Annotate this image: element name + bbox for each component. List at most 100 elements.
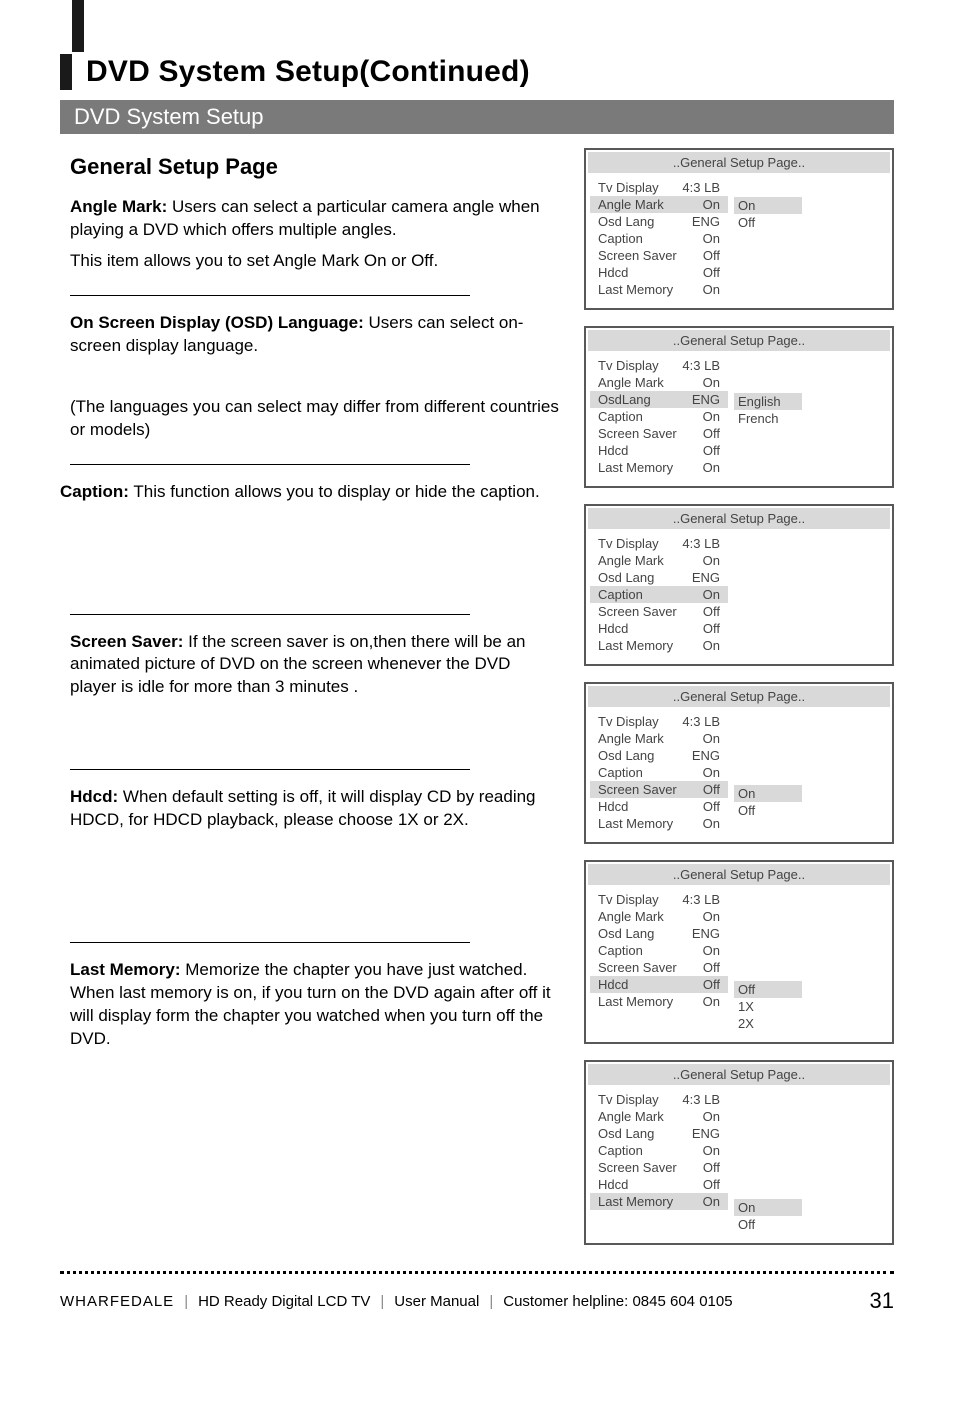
hdcd-para: Hdcd: When default setting is off, it wi…	[70, 786, 560, 832]
menu-option-2x[interactable]: 2X	[734, 1015, 802, 1032]
menu-option-on[interactable]: On	[734, 1199, 802, 1216]
divider	[70, 464, 470, 465]
menu-row-hdcd[interactable]: HdcdOff	[594, 620, 724, 637]
menu-option-on[interactable]: On	[734, 785, 802, 802]
menu-option-english[interactable]: English	[734, 393, 802, 410]
last-memory-para: Last Memory: Memorize the chapter you ha…	[70, 959, 560, 1051]
menu-row-tv-display[interactable]: Tv Display4:3 LB	[594, 357, 724, 374]
menu-row-caption[interactable]: CaptionOn	[594, 764, 724, 781]
caption-para: Caption: This function allows you to dis…	[60, 481, 560, 504]
menu-row-osd-lang[interactable]: Osd LangENG	[594, 1125, 724, 1142]
caption-body: This function allows you to display or h…	[133, 482, 539, 501]
caption-label: Caption:	[60, 482, 129, 501]
menu-row-last-memory[interactable]: Last MemoryOn	[590, 1193, 728, 1210]
menu-row-hdcd[interactable]: HdcdOff	[594, 264, 724, 281]
menu-row-hdcd[interactable]: HdcdOff	[590, 976, 728, 993]
angle-mark-label: Angle Mark:	[70, 197, 167, 216]
osd-lang-note: (The languages you can select may differ…	[70, 396, 560, 442]
menu-row-screen-saver[interactable]: Screen SaverOff	[594, 425, 724, 442]
menu-row-tv-display[interactable]: Tv Display4:3 LB	[594, 179, 724, 196]
divider	[70, 614, 470, 615]
angle-mark-note: This item allows you to set Angle Mark O…	[70, 250, 560, 273]
menu-title: ..General Setup Page..	[588, 152, 890, 173]
menu-row-screen-saver[interactable]: Screen SaverOff	[590, 781, 728, 798]
menu-card-screen-saver: ..General Setup Page.. Tv Display4:3 LB …	[584, 682, 894, 844]
section-subhead: DVD System Setup	[60, 100, 894, 134]
menu-title: ..General Setup Page..	[588, 508, 890, 529]
menu-row-angle-mark[interactable]: Angle MarkOn	[594, 1108, 724, 1125]
menu-row-caption[interactable]: CaptionOn	[594, 408, 724, 425]
page-footer: WHARFEDALE | HD Ready Digital LCD TV | U…	[60, 1284, 894, 1324]
menu-row-screen-saver[interactable]: Screen SaverOff	[594, 1159, 724, 1176]
footer-sep-icon: |	[380, 1293, 384, 1310]
angle-mark-para: Angle Mark: Users can select a particula…	[70, 196, 560, 242]
menu-option-1x[interactable]: 1X	[734, 998, 802, 1015]
menu-option-off[interactable]: Off	[734, 1216, 802, 1233]
menu-option-off[interactable]: Off	[734, 981, 802, 998]
page-number: 31	[870, 1288, 894, 1314]
menu-row-caption[interactable]: CaptionOn	[594, 230, 724, 247]
osd-lang-label: On Screen Display (OSD) Language:	[70, 313, 364, 332]
menu-row-screen-saver[interactable]: Screen SaverOff	[594, 247, 724, 264]
menu-title: ..General Setup Page..	[588, 330, 890, 351]
menu-row-tv-display[interactable]: Tv Display4:3 LB	[594, 713, 724, 730]
menu-row-angle-mark[interactable]: Angle MarkOn	[590, 196, 728, 213]
hdcd-body: When default setting is off, it will dis…	[70, 787, 536, 829]
divider	[70, 295, 470, 296]
hdcd-label: Hdcd:	[70, 787, 118, 806]
menu-row-hdcd[interactable]: HdcdOff	[594, 798, 724, 815]
menu-row-caption[interactable]: CaptionOn	[594, 942, 724, 959]
menu-row-last-memory[interactable]: Last MemoryOn	[594, 637, 724, 654]
menu-card-hdcd: ..General Setup Page.. Tv Display4:3 LB …	[584, 860, 894, 1044]
menu-row-tv-display[interactable]: Tv Display4:3 LB	[594, 891, 724, 908]
menu-row-last-memory[interactable]: Last MemoryOn	[594, 815, 724, 832]
menu-row-last-memory[interactable]: Last MemoryOn	[594, 281, 724, 298]
divider	[70, 769, 470, 770]
menu-title: ..General Setup Page..	[588, 864, 890, 885]
menu-option-on[interactable]: On	[734, 197, 802, 214]
menu-row-hdcd[interactable]: HdcdOff	[594, 1176, 724, 1193]
general-setup-title: General Setup Page	[70, 154, 560, 180]
last-memory-label: Last Memory:	[70, 960, 181, 979]
menu-row-last-memory[interactable]: Last MemoryOn	[594, 993, 724, 1010]
menu-row-last-memory[interactable]: Last MemoryOn	[594, 459, 724, 476]
menu-card-caption: ..General Setup Page.. Tv Display4:3 LB …	[584, 504, 894, 666]
menu-option-off[interactable]: Off	[734, 214, 802, 231]
page-title: DVD System Setup(Continued)	[86, 55, 530, 89]
footer-sep-icon: |	[489, 1293, 493, 1310]
menu-row-angle-mark[interactable]: Angle MarkOn	[594, 552, 724, 569]
dotted-divider	[60, 1271, 894, 1274]
footer-manual: User Manual	[394, 1293, 479, 1310]
menu-row-screen-saver[interactable]: Screen SaverOff	[594, 959, 724, 976]
menu-option-off[interactable]: Off	[734, 802, 802, 819]
menu-row-angle-mark[interactable]: Angle MarkOn	[594, 730, 724, 747]
screen-saver-label: Screen Saver:	[70, 632, 183, 651]
menu-row-osd-lang[interactable]: OsdLangENG	[590, 391, 728, 408]
menu-card-osd-lang: ..General Setup Page.. Tv Display4:3 LB …	[584, 326, 894, 488]
menu-row-caption[interactable]: CaptionOn	[594, 1142, 724, 1159]
footer-helpline: Customer helpline: 0845 604 0105	[503, 1293, 732, 1310]
menu-title: ..General Setup Page..	[588, 686, 890, 707]
menu-row-hdcd[interactable]: HdcdOff	[594, 442, 724, 459]
menu-option-french[interactable]: French	[734, 410, 802, 427]
menu-row-caption[interactable]: CaptionOn	[590, 586, 728, 603]
menu-row-tv-display[interactable]: Tv Display4:3 LB	[594, 1091, 724, 1108]
menu-row-screen-saver[interactable]: Screen SaverOff	[594, 603, 724, 620]
screen-saver-para: Screen Saver: If the screen saver is on,…	[70, 631, 560, 700]
menu-row-osd-lang[interactable]: Osd LangENG	[594, 925, 724, 942]
top-accent-bar	[72, 0, 84, 52]
footer-sep-icon: |	[184, 1293, 188, 1310]
menu-row-tv-display[interactable]: Tv Display4:3 LB	[594, 535, 724, 552]
menu-card-last-memory: ..General Setup Page.. Tv Display4:3 LB …	[584, 1060, 894, 1245]
menu-row-angle-mark[interactable]: Angle MarkOn	[594, 908, 724, 925]
osd-lang-para: On Screen Display (OSD) Language: Users …	[70, 312, 560, 358]
menu-title: ..General Setup Page..	[588, 1064, 890, 1085]
menu-row-osd-lang[interactable]: Osd LangENG	[594, 569, 724, 586]
menu-row-osd-lang[interactable]: Osd LangENG	[594, 213, 724, 230]
menu-row-osd-lang[interactable]: Osd LangENG	[594, 747, 724, 764]
h1-accent-bar	[60, 54, 72, 90]
menu-row-angle-mark[interactable]: Angle MarkOn	[594, 374, 724, 391]
divider	[70, 942, 470, 943]
menu-card-angle-mark: ..General Setup Page.. Tv Display4:3 LB …	[584, 148, 894, 310]
footer-brand: WHARFEDALE	[60, 1293, 174, 1310]
